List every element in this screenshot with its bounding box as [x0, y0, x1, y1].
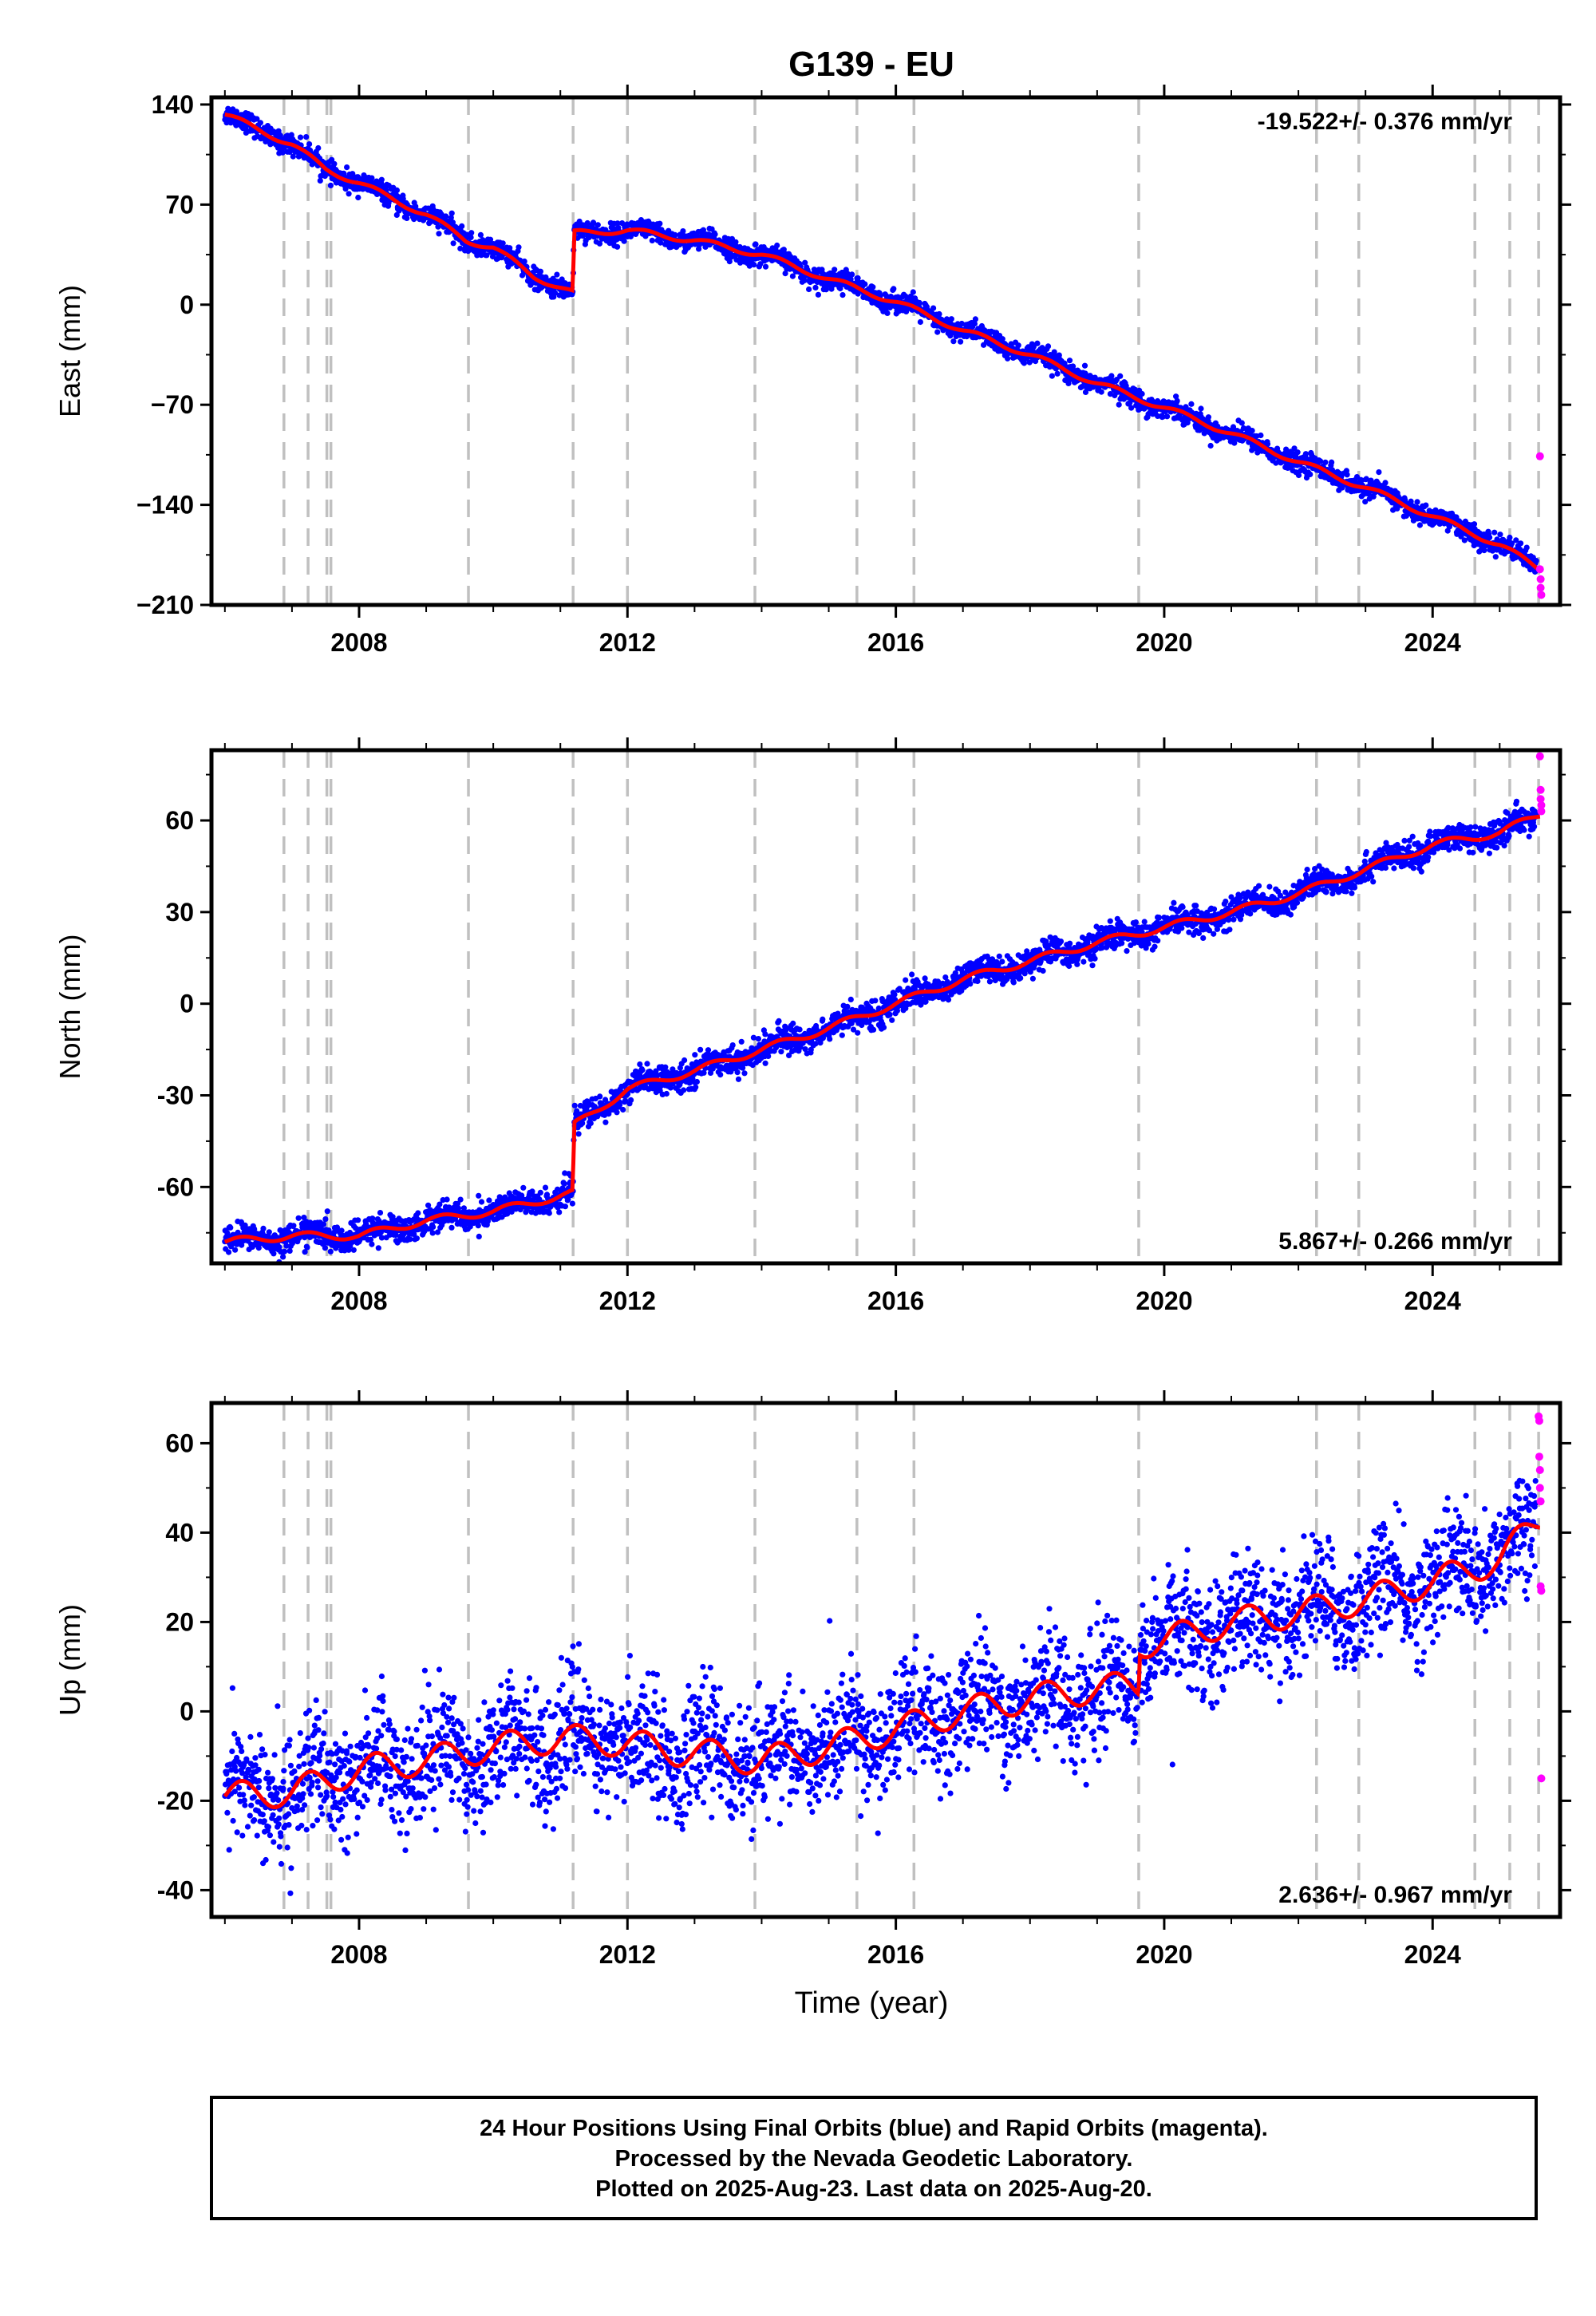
footer-line-2: Processed by the Nevada Geodetic Laborat…: [615, 2146, 1133, 2172]
model-line: [224, 113, 1542, 573]
y-axis-label: East (mm): [53, 285, 86, 417]
rapid-points: [1535, 752, 1546, 816]
rapid-point: [1535, 1417, 1543, 1425]
x-tick-label: 2020: [1136, 628, 1192, 657]
y-tick-label: −140: [136, 491, 194, 520]
y-axis: 60 30 0 -30 -60: [157, 773, 1571, 1234]
y-tick-label: 30: [165, 898, 194, 927]
rapid-point: [1537, 807, 1546, 816]
rapid-point: [1536, 583, 1545, 592]
x-tick-label: 2024: [1404, 628, 1461, 657]
final-orbit-points: [222, 105, 1539, 575]
x-tick-label: 2012: [599, 628, 656, 657]
rate-annotation: -19.522+/- 0.376 mm/yr: [1258, 109, 1513, 135]
y-tick-label: -30: [157, 1081, 194, 1109]
y-tick-label: -20: [157, 1786, 194, 1815]
x-tick-label: 2020: [1136, 1940, 1192, 1969]
x-axis: 2008 2012 2016 2020 2024: [223, 85, 1501, 657]
y-tick-label: −210: [136, 591, 194, 619]
north-panel: 60 30 0 -30 -60 2008 2012 2016 2020 2024 North (mm…: [53, 737, 1571, 1315]
x-tick-label: 2020: [1136, 1286, 1192, 1315]
y-tick-label: 40: [165, 1518, 194, 1547]
model-line: [223, 1522, 1540, 1809]
plot-frame: [209, 1401, 1562, 1919]
footer-box: 24 Hour Positions Using Final Orbits (bl…: [210, 2096, 1538, 2220]
y-tick-label: 0: [180, 1697, 194, 1725]
final-orbit-points: [222, 798, 1539, 1263]
rapid-point: [1535, 1466, 1544, 1474]
figure-title: G139 - EU: [788, 45, 954, 84]
final-points: [222, 1477, 1539, 1896]
rapid-point: [1536, 785, 1545, 794]
rate-annotation: 5.867+/- 0.266 mm/yr: [1278, 1228, 1512, 1255]
y-tick-label: -40: [157, 1875, 194, 1904]
x-axis-label: Time (year): [795, 1986, 949, 2020]
rapid-point: [1535, 1484, 1544, 1492]
rapid-points: [1535, 1412, 1546, 1783]
x-tick-label: 2024: [1404, 1940, 1461, 1969]
rapid-point: [1537, 800, 1546, 809]
y-tick-label: 70: [165, 190, 194, 219]
rapid-point: [1537, 1587, 1546, 1595]
y-axis-label: Up (mm): [53, 1604, 86, 1716]
x-tick-label: 2008: [330, 1940, 387, 1969]
rapid-point: [1536, 795, 1545, 804]
y-tick-label: 0: [180, 290, 194, 319]
rapid-point: [1537, 591, 1546, 599]
y-axis: 140 70 0 −70 −140 −210: [136, 90, 1571, 619]
x-tick-label: 2008: [330, 628, 387, 657]
x-axis: 2008 2012 2016 2020 2024: [223, 1390, 1501, 1969]
rapid-point: [1535, 1452, 1543, 1461]
up-panel: 60 40 20 0 -20 -40 2008 2012 2016 2020 2024 Up (mm)…: [53, 1390, 1571, 1969]
model-line: [223, 814, 1541, 1244]
y-tick-label: −70: [151, 390, 194, 419]
rapid-point: [1536, 1497, 1545, 1506]
y-tick-label: 140: [152, 90, 194, 119]
final-orbit-points: [222, 1477, 1539, 1896]
y-tick-label: 0: [180, 990, 194, 1018]
x-tick-label: 2016: [867, 1940, 924, 1969]
rapid-point: [1535, 752, 1544, 761]
x-axis: 2008 2012 2016 2020 2024: [223, 737, 1501, 1315]
x-tick-label: 2012: [599, 1286, 656, 1315]
rapid-point: [1535, 565, 1544, 574]
final-points: [222, 798, 1539, 1263]
x-tick-label: 2012: [599, 1940, 656, 1969]
y-tick-label: 20: [165, 1607, 194, 1636]
y-axis: 60 40 20 0 -20 -40: [157, 1429, 1571, 1904]
offset-lines: [282, 750, 1540, 1263]
footer-line-3: Plotted on 2025-Aug-23. Last data on 202…: [595, 2176, 1152, 2202]
x-tick-label: 2008: [330, 1286, 387, 1315]
y-axis-label: North (mm): [53, 935, 86, 1080]
y-tick-label: 60: [165, 806, 194, 835]
y-tick-label: 60: [165, 1429, 194, 1457]
x-tick-label: 2024: [1404, 1286, 1461, 1315]
final-points: [222, 105, 1539, 575]
east-panel: 140 70 0 −70 −140 −210 2008 2012 2016 2020 2024 Eas…: [53, 85, 1571, 657]
rate-annotation: 2.636+/- 0.967 mm/yr: [1278, 1882, 1512, 1908]
rapid-point: [1537, 1774, 1546, 1783]
x-tick-label: 2016: [867, 1286, 924, 1315]
plot-frame: [209, 95, 1562, 607]
x-tick-label: 2016: [867, 628, 924, 657]
rapid-points: [1535, 452, 1546, 599]
y-tick-label: -60: [157, 1172, 194, 1201]
plot-frame: [209, 748, 1562, 1266]
footer-line-1: 24 Hour Positions Using Final Orbits (bl…: [480, 2116, 1268, 2141]
rapid-point: [1535, 452, 1544, 460]
offset-lines: [282, 97, 1540, 605]
rapid-point: [1536, 575, 1545, 583]
